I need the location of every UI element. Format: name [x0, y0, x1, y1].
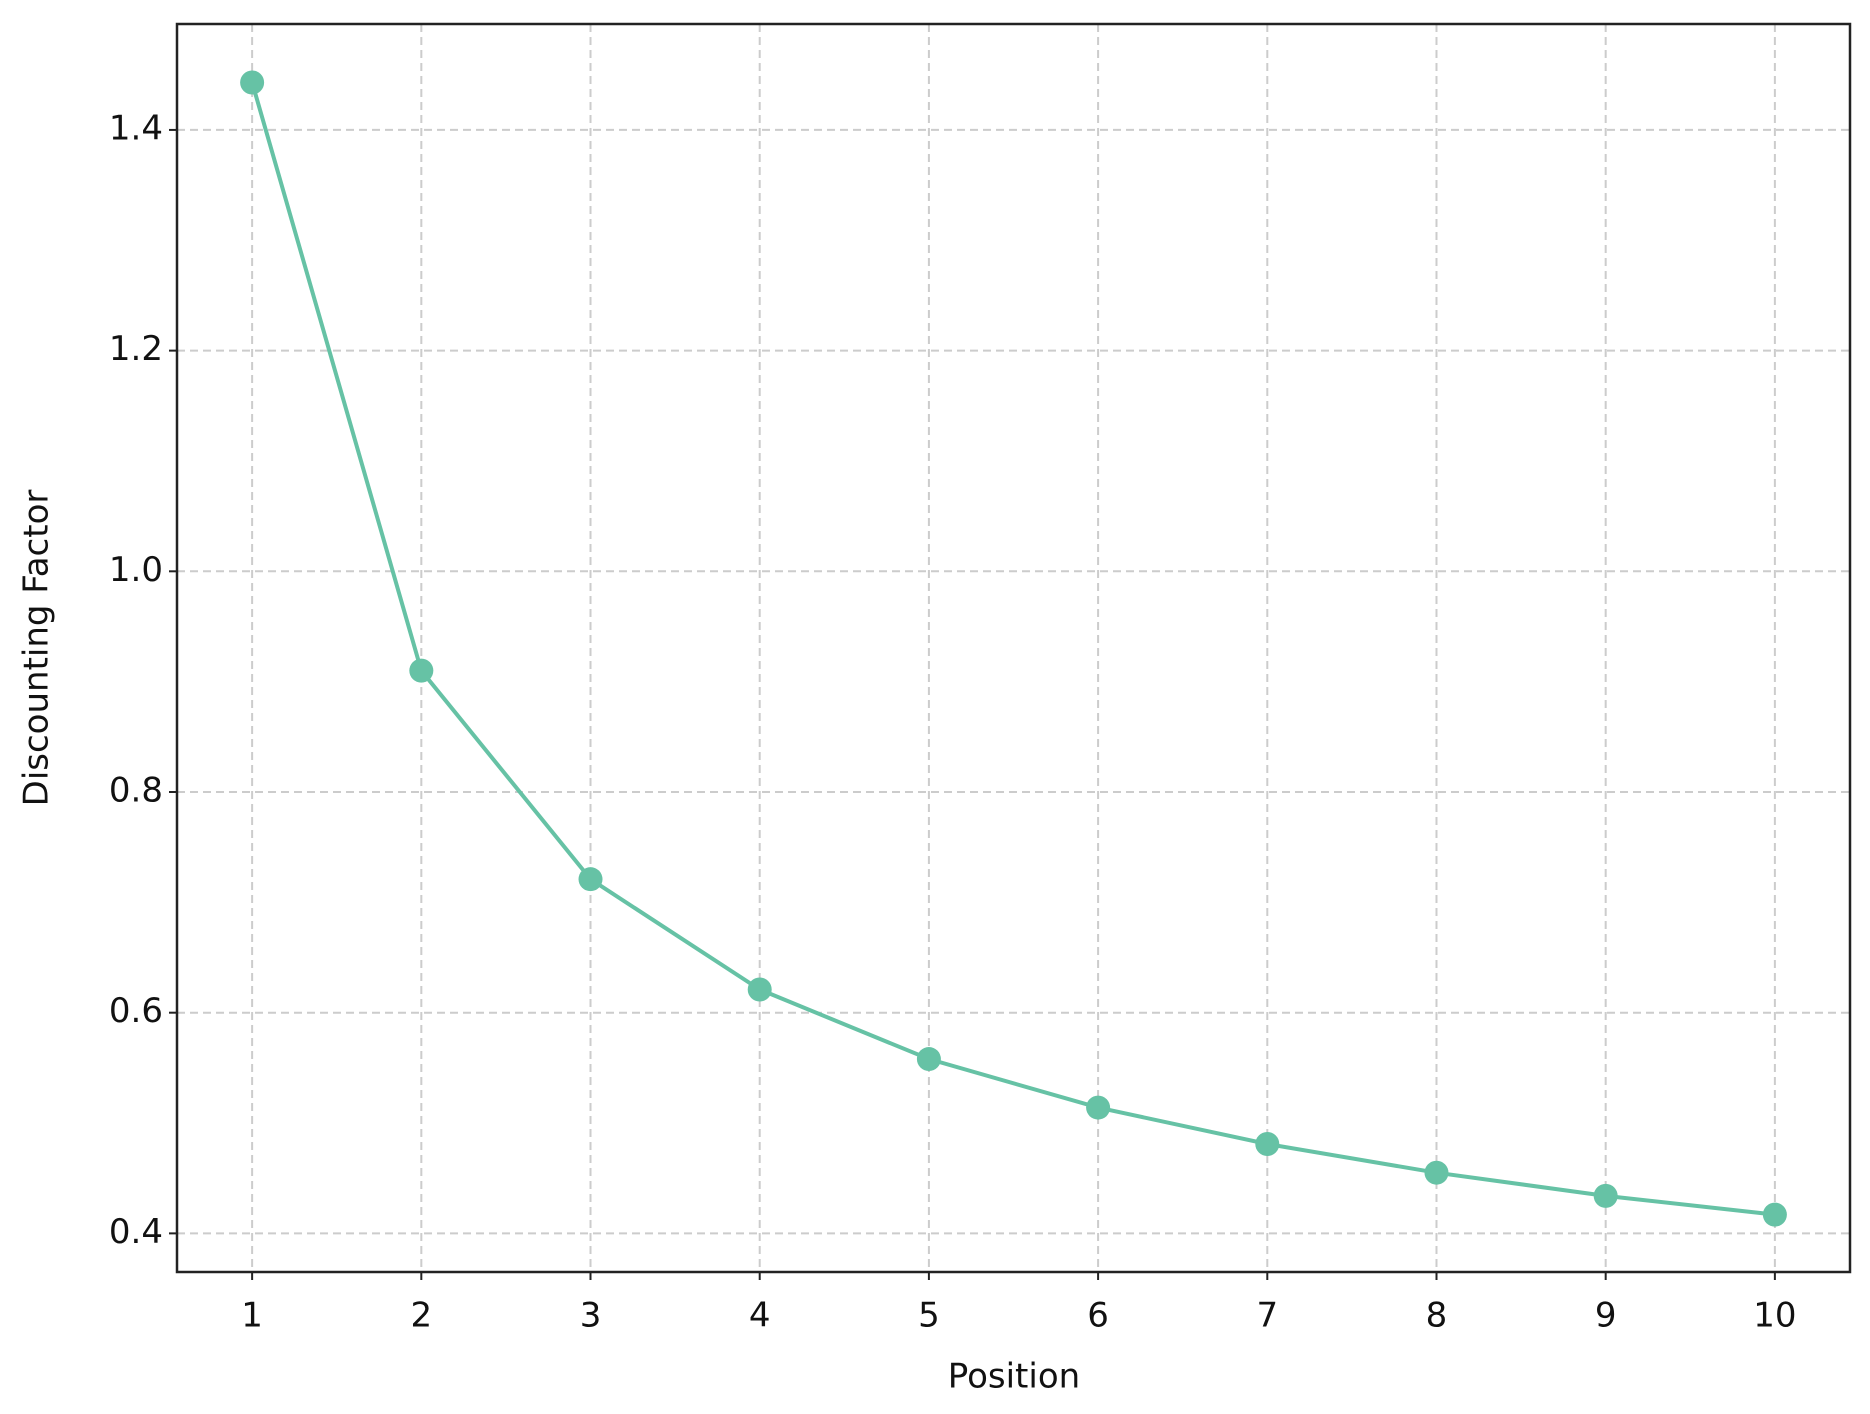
y-tick-label: 1.4 [109, 108, 163, 148]
x-tick-label: 4 [749, 1296, 771, 1336]
y-tick-label: 0.6 [109, 991, 163, 1031]
x-tick-label: 6 [1087, 1296, 1109, 1336]
y-tick-label: 1.0 [109, 550, 163, 590]
point [1762, 1202, 1787, 1227]
y-tick-label: 1.2 [109, 329, 163, 369]
point [1255, 1132, 1280, 1156]
point [1086, 1095, 1111, 1120]
point [409, 658, 434, 683]
line [250, 81, 1776, 1217]
point [916, 1047, 941, 1072]
y-tick-label: 0.4 [109, 1212, 163, 1252]
x-tick-label: 8 [1426, 1296, 1448, 1336]
x-tick-label: 2 [410, 1296, 432, 1336]
x-tick-label: 5 [918, 1296, 940, 1336]
x-tick-label: 1 [241, 1296, 263, 1336]
point [578, 867, 603, 892]
x-axis-label: Position [948, 1357, 1080, 1397]
x-tick-label: 9 [1595, 1296, 1617, 1336]
point [747, 977, 772, 1002]
x-tick-label: 10 [1753, 1296, 1796, 1336]
point [1424, 1160, 1449, 1185]
y-tick-label: 0.8 [109, 771, 163, 811]
x-tick-label: 7 [1256, 1296, 1278, 1336]
point [240, 70, 265, 95]
x-tick-label: 3 [580, 1296, 602, 1336]
point [1593, 1183, 1618, 1208]
plot-frame [175, 22, 1852, 1274]
y-axis-label: Discounting Factor [17, 490, 57, 807]
